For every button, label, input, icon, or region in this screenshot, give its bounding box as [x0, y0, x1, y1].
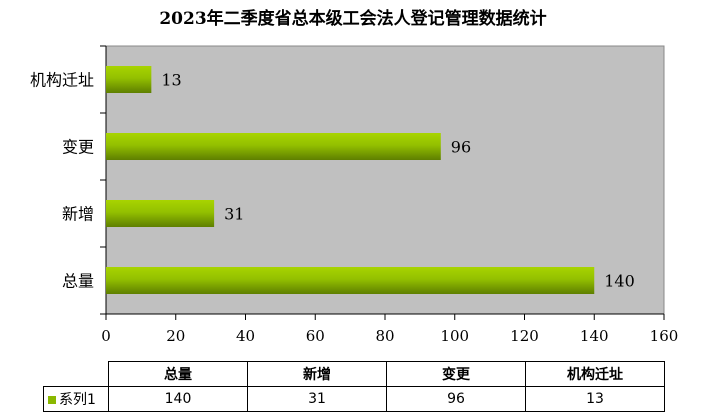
- x-tick-label: 60: [306, 327, 325, 345]
- data-label: 13: [161, 71, 181, 90]
- x-tick-label: 140: [580, 327, 609, 345]
- bar: [106, 200, 215, 227]
- x-tick-label: 100: [440, 327, 469, 345]
- table-value-cell: 31: [247, 386, 387, 412]
- bar: [106, 133, 441, 160]
- y-category-label: 新增: [62, 205, 94, 224]
- y-category-label: 变更: [62, 138, 94, 157]
- data-label: 140: [604, 272, 635, 291]
- series-legend-cell: 系列1: [43, 386, 109, 412]
- axes: 0 20 40 60 80 100 120 140 160: [100, 45, 679, 345]
- x-tick-label: 80: [375, 327, 394, 345]
- data-label: 31: [224, 205, 244, 224]
- y-category-label: 总量: [62, 272, 94, 291]
- bars: [106, 66, 595, 294]
- data-label: 96: [451, 138, 471, 157]
- table-value-cell: 96: [386, 386, 526, 412]
- y-category-label: 机构迁址: [30, 71, 94, 90]
- x-tick-label: 0: [101, 327, 111, 345]
- legend-key: [48, 396, 56, 404]
- x-tick-label: 160: [650, 327, 679, 345]
- x-tick-label: 20: [166, 327, 185, 345]
- table-header-cell: 新增: [247, 361, 387, 387]
- table-value-cell: 140: [108, 386, 248, 412]
- table-header-row: 总量 新增 变更 机构迁址: [43, 361, 665, 387]
- bar: [106, 267, 595, 294]
- bar-chart: 0 20 40 60 80 100 120 140 160 总量 140 新增 31 变更 96 机构迁址 1…: [30, 45, 679, 345]
- x-tick-label: 40: [236, 327, 255, 345]
- table-value-cell: 13: [525, 386, 665, 412]
- x-tick-label: 120: [510, 327, 539, 345]
- bar: [106, 66, 152, 93]
- table-header-cell: 机构迁址: [525, 361, 665, 387]
- labels: 总量 140 新增 31 变更 96 机构迁址 13: [30, 71, 635, 291]
- series-name: 系列1: [59, 392, 96, 408]
- table-corner: [43, 361, 109, 387]
- table-header-cell: 变更: [386, 361, 526, 387]
- chart-title: 2023年二季度省总本级工会法人登记管理数据统计: [159, 9, 547, 29]
- data-table: 总量 新增 变更 机构迁址 系列1 140 31 96 13: [43, 361, 665, 412]
- table-header-cell: 总量: [108, 361, 248, 387]
- table-row: 系列1 140 31 96 13: [43, 386, 665, 412]
